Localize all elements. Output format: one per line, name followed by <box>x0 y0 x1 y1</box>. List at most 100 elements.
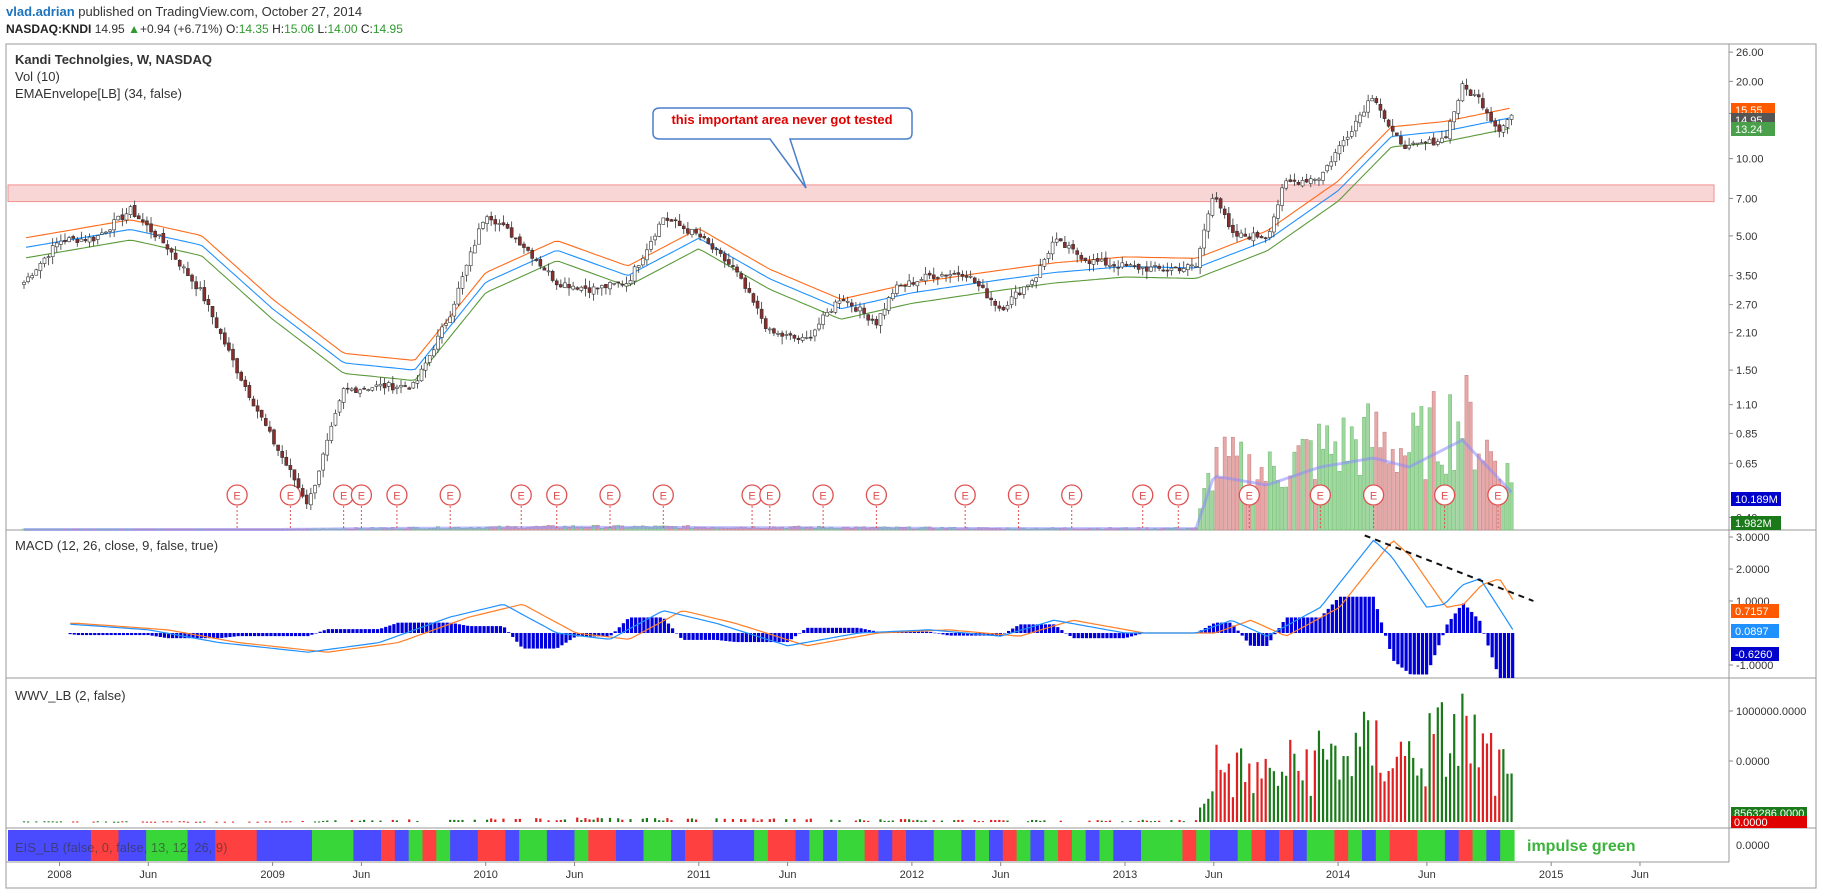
resistance-zone <box>7 184 1715 203</box>
wwv-bar <box>809 818 812 822</box>
resistance-zone-rect <box>7 184 1715 203</box>
candle-body <box>718 250 723 254</box>
wwv-bar <box>395 820 399 822</box>
macd-histogram-bar <box>1490 633 1494 658</box>
macd-histogram-bar <box>1097 633 1101 639</box>
macd-histogram-bar <box>298 633 302 637</box>
wwv-bar <box>563 819 567 822</box>
impulse-segment <box>270 830 285 861</box>
wwv-bar <box>1035 820 1038 822</box>
quote-line: NASDAQ:KNDI 14.95 ▲+0.94 (+6.71%) O:14.3… <box>6 22 403 36</box>
candle-body <box>784 334 789 336</box>
earnings-letter: E <box>1015 491 1022 503</box>
macd-histogram-bar <box>461 625 466 633</box>
wwv-bar <box>686 818 689 822</box>
price-tick-label: 0.85 <box>1736 428 1757 440</box>
earnings-circle <box>954 484 976 506</box>
candle-body <box>587 287 592 293</box>
candle-body <box>153 230 157 238</box>
wwv-bar <box>1399 741 1403 822</box>
candle-body <box>1481 98 1485 109</box>
wwv-bar <box>1420 768 1423 822</box>
macd-histogram-bar <box>552 633 556 649</box>
candle-body <box>1366 100 1370 113</box>
candle-body <box>743 277 748 289</box>
macd-histogram-bar <box>822 627 826 633</box>
macd-histogram-bar <box>1244 633 1248 641</box>
candle-body <box>595 287 600 290</box>
macd-histogram-bar <box>101 633 105 636</box>
macd-badge-bg <box>1731 604 1779 618</box>
wwv-bar <box>96 821 99 823</box>
macd-histogram-bar <box>1105 633 1109 639</box>
wwv-bar <box>1510 773 1513 822</box>
impulse-segment <box>919 830 935 861</box>
candle-body <box>186 268 190 276</box>
candle-body <box>218 328 223 334</box>
candle-body <box>673 219 678 222</box>
candle-body <box>509 227 514 238</box>
wwv-bar <box>1145 820 1148 822</box>
author-link[interactable]: vlad.adrian <box>6 4 75 19</box>
wwv-badge-text: 0.0000 <box>1734 817 1768 829</box>
wwv-bar <box>113 821 116 823</box>
wwv-bar <box>1342 756 1345 822</box>
impulse-segment <box>159 830 175 861</box>
volume-badge-bg <box>1731 492 1781 506</box>
candle-body <box>173 252 178 260</box>
candle-body <box>1231 224 1235 233</box>
candle-body <box>800 336 805 341</box>
earnings-circle <box>652 484 674 506</box>
macd-histogram-bar <box>629 617 634 633</box>
candle-body <box>1009 296 1014 305</box>
candle-body <box>177 259 182 267</box>
macd-histogram-bar <box>834 627 839 633</box>
impulse-segment <box>657 830 672 861</box>
macd-histogram-bar <box>802 630 806 633</box>
time-tick-label: 2008 <box>47 869 71 881</box>
candle-body <box>165 244 170 250</box>
wwv-bar <box>1239 748 1243 822</box>
earnings-circle <box>439 484 461 506</box>
impulse-segment <box>892 830 907 861</box>
macd-histogram-bar <box>609 633 613 636</box>
candle-body <box>325 439 330 456</box>
impulse-segment <box>712 830 728 861</box>
callout-annotation[interactable]: this important area never got tested <box>652 107 913 189</box>
close-label: C: <box>360 22 373 36</box>
callout-bubble <box>652 107 913 189</box>
macd-histogram-bar <box>1273 633 1277 635</box>
earnings-letter: E <box>660 491 667 503</box>
wwv-bar <box>1231 797 1235 822</box>
wwv-bar <box>195 821 198 823</box>
volume-badge-text: 1.982M <box>1735 518 1772 530</box>
wwv-bar <box>1149 821 1153 823</box>
macd-histogram-bar <box>1338 596 1343 633</box>
macd-histogram-bar <box>908 631 912 633</box>
volume-bar <box>1317 423 1321 531</box>
time-tick-label: 2013 <box>1113 869 1137 881</box>
wwv-bar <box>502 818 505 822</box>
macd-histogram-bar <box>519 633 523 647</box>
wwv-bar <box>883 820 886 822</box>
macd-histogram-bar <box>646 617 650 633</box>
candle-body <box>1382 110 1387 119</box>
macd-histogram-bar <box>236 633 240 637</box>
macd-histogram-bar <box>1478 620 1482 633</box>
wwv-bar <box>694 819 698 822</box>
wwv-bar <box>760 819 763 822</box>
impulse-segment <box>146 830 161 861</box>
wwv-bar <box>867 820 870 822</box>
candle-body <box>1378 103 1383 111</box>
wwv-bar <box>268 821 271 823</box>
wwv-bar <box>1489 732 1493 822</box>
impulse-segment <box>1127 830 1142 861</box>
macd-histogram-bar <box>613 631 617 633</box>
wwv-bar <box>121 821 124 823</box>
macd-histogram-bar <box>257 633 261 637</box>
macd-histogram-bar <box>175 633 179 639</box>
candle-body <box>612 282 616 285</box>
wwv-bar <box>104 821 108 823</box>
candle-body <box>1395 132 1399 136</box>
